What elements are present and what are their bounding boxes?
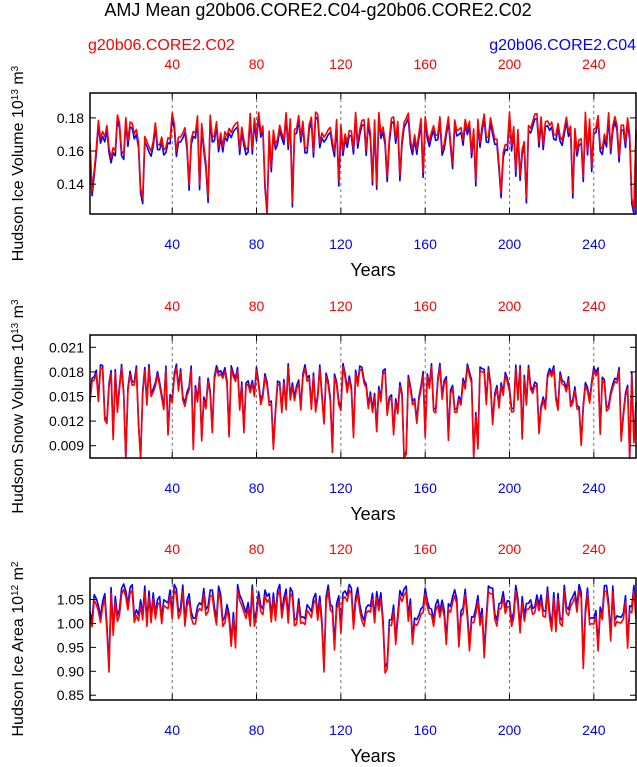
x-tick-label-bottom: 200 xyxy=(498,480,522,496)
legend-left-label: g20b06.CORE2.C02 xyxy=(88,37,235,54)
series-line-c02 xyxy=(89,588,637,674)
panel-ice-volume: 0.14 0.16 0.18 40 40 80 80 120 120 160 160 200 200 24… xyxy=(10,56,637,280)
x-tick-label-bottom: 160 xyxy=(414,722,438,738)
x-tick-label-bottom: 160 xyxy=(414,480,438,496)
x-tick-label-top: 200 xyxy=(498,298,522,314)
series-line-c02 xyxy=(89,111,637,215)
series-line-c02 xyxy=(89,365,637,459)
x-tick-label-top: 160 xyxy=(414,298,438,314)
x-tick-label-top: 40 xyxy=(164,541,180,557)
x-tick-label-bottom: 240 xyxy=(582,236,606,252)
y-tick-label: 0.015 xyxy=(49,389,84,405)
x-tick-label-bottom: 120 xyxy=(329,722,353,738)
y-tick-label: 1.05 xyxy=(57,592,84,608)
y-axis-label-part: Hudson Ice Volume 10 xyxy=(10,100,27,261)
y-axis-label-part: m xyxy=(10,567,27,585)
y-axis-label-part: m xyxy=(10,305,27,323)
figure-title: AMJ Mean g20b06.CORE2.C04-g20b06.CORE2.C… xyxy=(104,0,531,20)
y-axis-label-exponent: 2 xyxy=(10,561,21,567)
y-tick-label: 0.14 xyxy=(57,176,84,192)
x-tick-label-bottom: 160 xyxy=(414,236,438,252)
x-tick-label-top: 80 xyxy=(249,56,265,72)
y-axis-label-part: Hudson Snow Volume 10 xyxy=(10,334,27,514)
y-axis-label-exponent: 3 xyxy=(10,299,21,305)
panel-snow-volume: 0.009 0.012 0.015 0.018 0.021 40 40 80 80 120 120 1… xyxy=(10,298,637,524)
x-tick-label-top: 80 xyxy=(249,541,265,557)
y-tick-label: 0.009 xyxy=(49,438,84,454)
x-axis-label: Years xyxy=(350,504,395,524)
x-tick-label-bottom: 120 xyxy=(329,236,353,252)
x-tick-label-bottom: 80 xyxy=(249,480,265,496)
plot-frame xyxy=(89,92,637,215)
y-axis-label-exponent: 13 xyxy=(10,322,21,334)
y-tick-label: 0.021 xyxy=(49,339,84,355)
y-axis-label: Hudson Ice Volume 1013 m3 xyxy=(10,65,28,261)
y-tick-label: 0.018 xyxy=(49,364,84,380)
x-tick-label-top: 160 xyxy=(414,56,438,72)
x-tick-label-bottom: 120 xyxy=(329,480,353,496)
x-tick-label-top: 240 xyxy=(582,56,606,72)
y-axis-label: Hudson Ice Area 1012 m2 xyxy=(10,561,28,736)
x-tick-label-top: 120 xyxy=(329,298,353,314)
y-axis-label-exponent: 13 xyxy=(10,89,21,101)
x-tick-label-bottom: 80 xyxy=(249,236,265,252)
x-tick-label-top: 240 xyxy=(582,298,606,314)
x-tick-label-top: 40 xyxy=(164,298,180,314)
x-tick-label-top: 200 xyxy=(498,56,522,72)
x-tick-label-top: 120 xyxy=(329,541,353,557)
x-tick-label-bottom: 200 xyxy=(498,722,522,738)
y-axis-label-exponent: 12 xyxy=(10,584,21,596)
y-axis-label: Hudson Snow Volume 1013 m3 xyxy=(10,299,28,514)
x-tick-label-top: 200 xyxy=(498,541,522,557)
x-tick-label-top: 40 xyxy=(164,56,180,72)
y-axis-label-part: Hudson Ice Area 10 xyxy=(10,596,27,737)
y-tick-label: 0.85 xyxy=(57,687,84,703)
x-tick-label-bottom: 40 xyxy=(164,480,180,496)
y-tick-label: 0.95 xyxy=(57,639,84,655)
y-tick-label: 0.16 xyxy=(57,143,84,159)
y-tick-label: 0.90 xyxy=(57,663,84,679)
x-axis-label: Years xyxy=(350,746,395,762)
y-axis-label-part: m xyxy=(10,71,27,89)
y-axis-label-exponent: 3 xyxy=(10,65,21,71)
panel-ice-area: 0.85 0.90 0.95 1.00 1.05 40 40 80 80 120 120 160 160… xyxy=(10,541,637,766)
x-tick-label-bottom: 240 xyxy=(582,722,606,738)
y-tick-label: 0.18 xyxy=(57,110,84,126)
x-tick-label-top: 80 xyxy=(249,298,265,314)
x-axis-label: Years xyxy=(350,260,395,280)
y-tick-label: 0.012 xyxy=(49,413,84,429)
x-tick-label-bottom: 40 xyxy=(164,722,180,738)
plot-frame xyxy=(89,577,637,701)
x-tick-label-bottom: 40 xyxy=(164,236,180,252)
x-tick-label-top: 240 xyxy=(582,541,606,557)
legend-right-label: g20b06.CORE2.C04 xyxy=(489,37,636,54)
x-tick-label-top: 120 xyxy=(329,56,353,72)
x-tick-label-bottom: 240 xyxy=(582,480,606,496)
y-tick-label: 1.00 xyxy=(57,615,84,631)
x-tick-label-bottom: 200 xyxy=(498,236,522,252)
x-tick-label-bottom: 80 xyxy=(249,722,265,738)
x-tick-label-top: 160 xyxy=(414,541,438,557)
